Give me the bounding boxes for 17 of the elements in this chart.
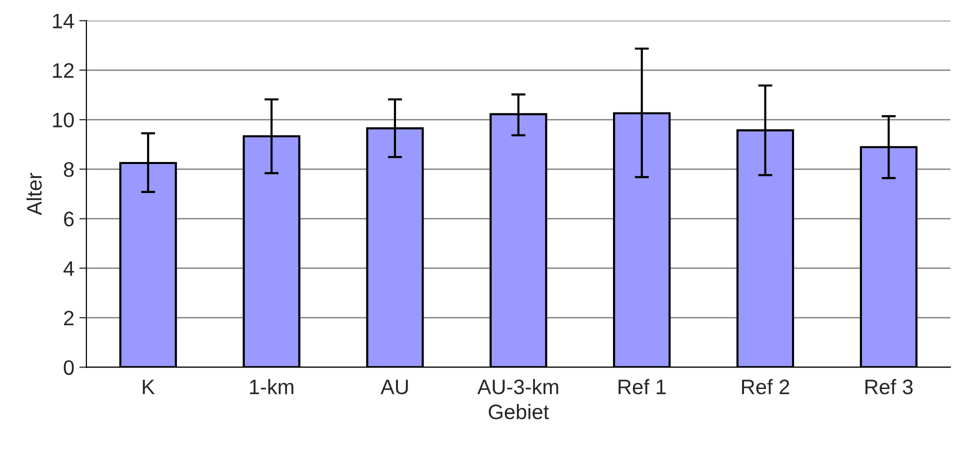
- x-tick-label: AU-3-km: [477, 379, 558, 394]
- y-tick-label: 12: [53, 63, 74, 78]
- x-tick-label: K: [142, 380, 155, 394]
- y-tick-label: 0: [64, 360, 74, 375]
- x-tick-label: Ref 2: [742, 379, 790, 394]
- y-tick-label: 14: [53, 14, 74, 28]
- x-tick-label: AU: [380, 380, 408, 394]
- y-tick-label: 4: [63, 261, 74, 276]
- y-axis-title: Alter: [26, 172, 42, 216]
- x-axis-title: Gebiet: [488, 404, 549, 420]
- x-tick-label: Ref 3: [866, 379, 913, 394]
- x-tick-label: Ref 1: [618, 379, 666, 394]
- x-tick-label: 1-km: [250, 379, 294, 394]
- y-tick-label: 2: [64, 310, 74, 326]
- y-tick-label: 8: [64, 162, 74, 177]
- y-tick-label: 6: [64, 212, 74, 226]
- y-tick-label: 10: [53, 112, 74, 128]
